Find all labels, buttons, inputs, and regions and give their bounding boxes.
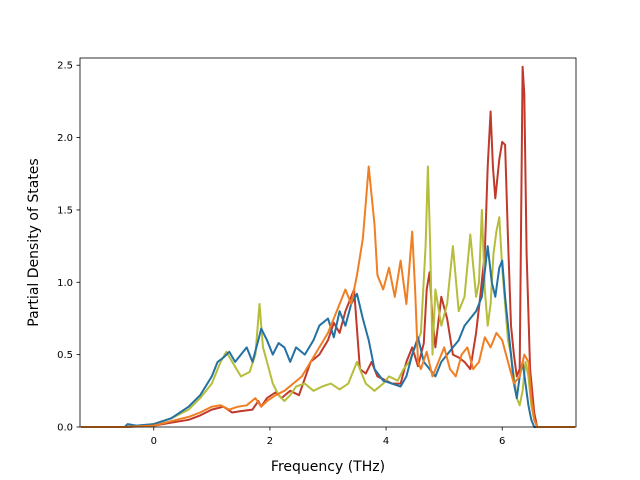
y-tick-label: 0.5 [57, 350, 73, 361]
x-tick-label: 4 [383, 436, 389, 447]
x-axis-ticks: 0 2 4 6 [151, 427, 505, 447]
y-tick-label: 2.5 [57, 61, 73, 72]
series-layer [81, 65, 575, 428]
x-tick-label: 2 [267, 436, 273, 447]
y-axis-ticks: 0.0 0.5 1.0 1.5 2.0 2.5 [57, 61, 80, 434]
x-tick-label: 0 [151, 436, 157, 447]
series-line-4 [81, 165, 575, 428]
x-axis-label: Frequency (THz) [271, 459, 385, 475]
y-tick-label: 1.0 [57, 278, 73, 289]
series-line-2 [81, 165, 575, 428]
y-tick-label: 0.0 [57, 423, 73, 434]
y-axis-label: Partial Density of States [26, 158, 42, 326]
series-line-3 [81, 245, 575, 428]
x-tick-label: 6 [499, 436, 505, 447]
y-tick-label: 2.0 [57, 133, 73, 144]
plot-frame [79, 57, 577, 428]
y-tick-label: 1.5 [57, 205, 73, 216]
